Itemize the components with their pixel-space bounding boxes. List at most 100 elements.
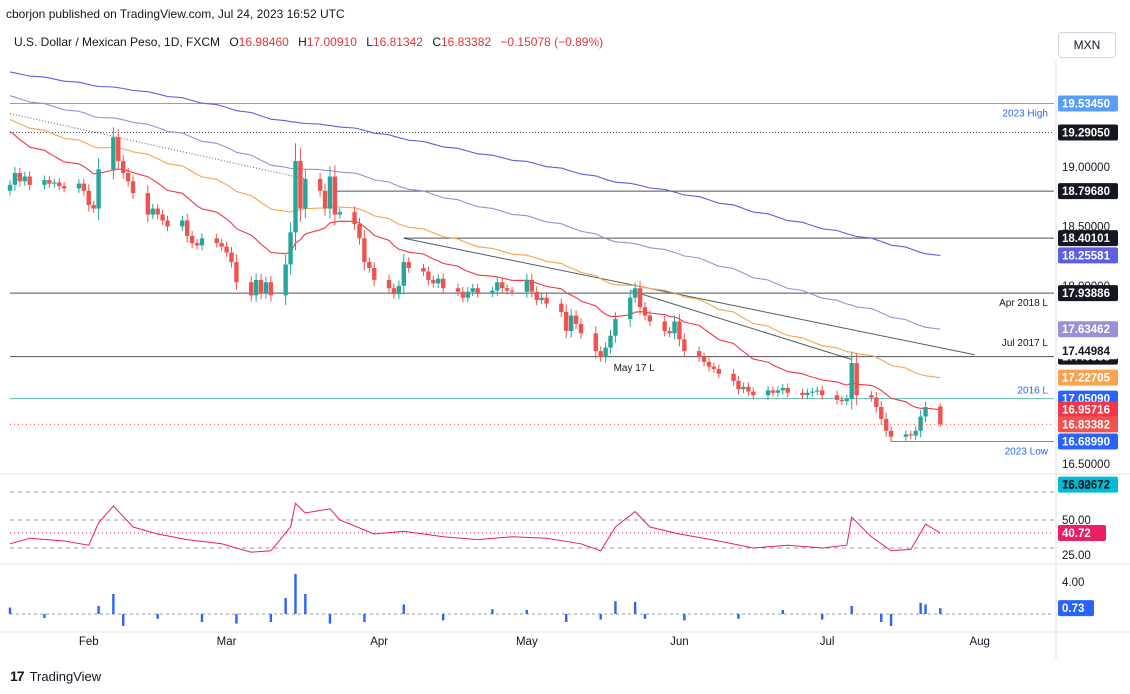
price-label-bg (1058, 476, 1118, 493)
level-annotation: 2023 High (1002, 108, 1048, 119)
volume-bar (8, 607, 12, 614)
candle-body (918, 416, 923, 431)
candle-body (253, 279, 259, 296)
price-label-bg (1058, 95, 1118, 112)
candle-body (298, 161, 303, 209)
price-label-bg (1058, 183, 1118, 200)
candle-body (214, 238, 219, 244)
candle-body (741, 386, 746, 390)
price-label-bg (1058, 401, 1118, 418)
price-label: 17.93886 (1062, 288, 1110, 300)
ema50-price-label: 17.22705 (1062, 373, 1111, 385)
volume-bar (633, 602, 637, 614)
candle-body (391, 288, 397, 295)
rsi-last-bg (1058, 524, 1106, 541)
brand-footer[interactable]: 17 TradingView (10, 668, 101, 684)
price-label-bg (1058, 416, 1118, 433)
trendline (9, 113, 306, 180)
candle-body (908, 434, 913, 436)
price-label: 16.95716 (1062, 405, 1110, 417)
price-label: 18.40101 (1062, 233, 1111, 245)
volume-bar (683, 614, 686, 621)
candle-body (504, 288, 510, 291)
level-annotation: Apr 2018 L (999, 298, 1048, 309)
candle-body (116, 137, 121, 162)
x-tick-label: Mar (217, 636, 237, 648)
candle-body (199, 238, 205, 246)
ema50-line (9, 118, 941, 379)
candle-body (322, 190, 328, 209)
candle-body (780, 388, 786, 391)
close-label: C (432, 35, 441, 49)
candle-body (436, 278, 441, 284)
currency-button[interactable]: MXN (1058, 32, 1116, 58)
volume-bar (402, 604, 405, 614)
candle-body (57, 182, 62, 187)
candle-body (500, 282, 505, 289)
candle-body (224, 246, 229, 253)
candle-body (672, 321, 677, 334)
price-label: 17.44984 (1062, 346, 1111, 358)
candle-body (706, 361, 712, 367)
candle-body (559, 303, 564, 312)
candle-body (869, 395, 874, 398)
candle-body (455, 288, 461, 292)
chart-annotation: May 17 L (614, 363, 656, 374)
candle-body (568, 315, 574, 331)
candle-body (288, 232, 293, 265)
candle-body (849, 363, 854, 399)
candle-body (879, 407, 884, 419)
volume-bar (737, 614, 740, 619)
symbol-legend: U.S. Dollar / Mexican Peso, 1D, FXCM O16… (14, 35, 603, 49)
candle-body (460, 291, 466, 298)
ema200-price-label: 18.25581 (1062, 250, 1111, 262)
candle-body (258, 279, 264, 293)
candle-body (677, 321, 682, 340)
volume-bar (43, 614, 46, 618)
rsi-last-value: 40.72 (1062, 528, 1091, 540)
candle-body (637, 288, 643, 308)
candle-body (426, 271, 431, 280)
candle-body (529, 279, 534, 292)
candle-body (27, 176, 32, 185)
price-label-bg (1058, 124, 1118, 141)
candle-body (303, 178, 308, 209)
candle-body (765, 390, 771, 396)
price-label: 19.29050 (1062, 127, 1110, 139)
candle-body (844, 398, 849, 402)
close-value: 16.83382 (441, 35, 492, 49)
y-tick-label: 19.00000 (1062, 162, 1110, 174)
candle-body (86, 190, 91, 206)
volume-bar (565, 614, 568, 622)
rsi-y-tick: 25.00 (1062, 550, 1091, 562)
candle-body (613, 319, 618, 336)
candle-body (874, 397, 879, 408)
candle-body (913, 430, 918, 436)
candle-body (603, 347, 608, 358)
price-label-bg (1058, 343, 1118, 360)
candle-body (121, 161, 126, 173)
volume-bar (97, 606, 100, 614)
open-label: O (229, 35, 239, 49)
rsi-y-tick: 50.00 (1062, 515, 1091, 527)
candle-body (17, 172, 23, 182)
candle-body (357, 224, 362, 239)
candle-body (234, 262, 239, 283)
volume-bar (924, 604, 927, 614)
x-tick-label: Aug (969, 636, 989, 648)
volume-bar (939, 608, 942, 614)
volume-bar (820, 614, 824, 620)
candle-body (125, 172, 131, 182)
candle-body (248, 282, 254, 296)
candle-body (372, 268, 377, 280)
candle-body (775, 390, 781, 393)
high-value: 17.00910 (306, 35, 357, 49)
volume-bar (599, 614, 602, 620)
volume-bar (328, 614, 332, 624)
candle-body (431, 279, 436, 284)
ema20-line (9, 130, 941, 411)
ema200-price-label-bg (1058, 247, 1118, 264)
candle-body (938, 406, 943, 425)
candle-body (490, 290, 495, 293)
